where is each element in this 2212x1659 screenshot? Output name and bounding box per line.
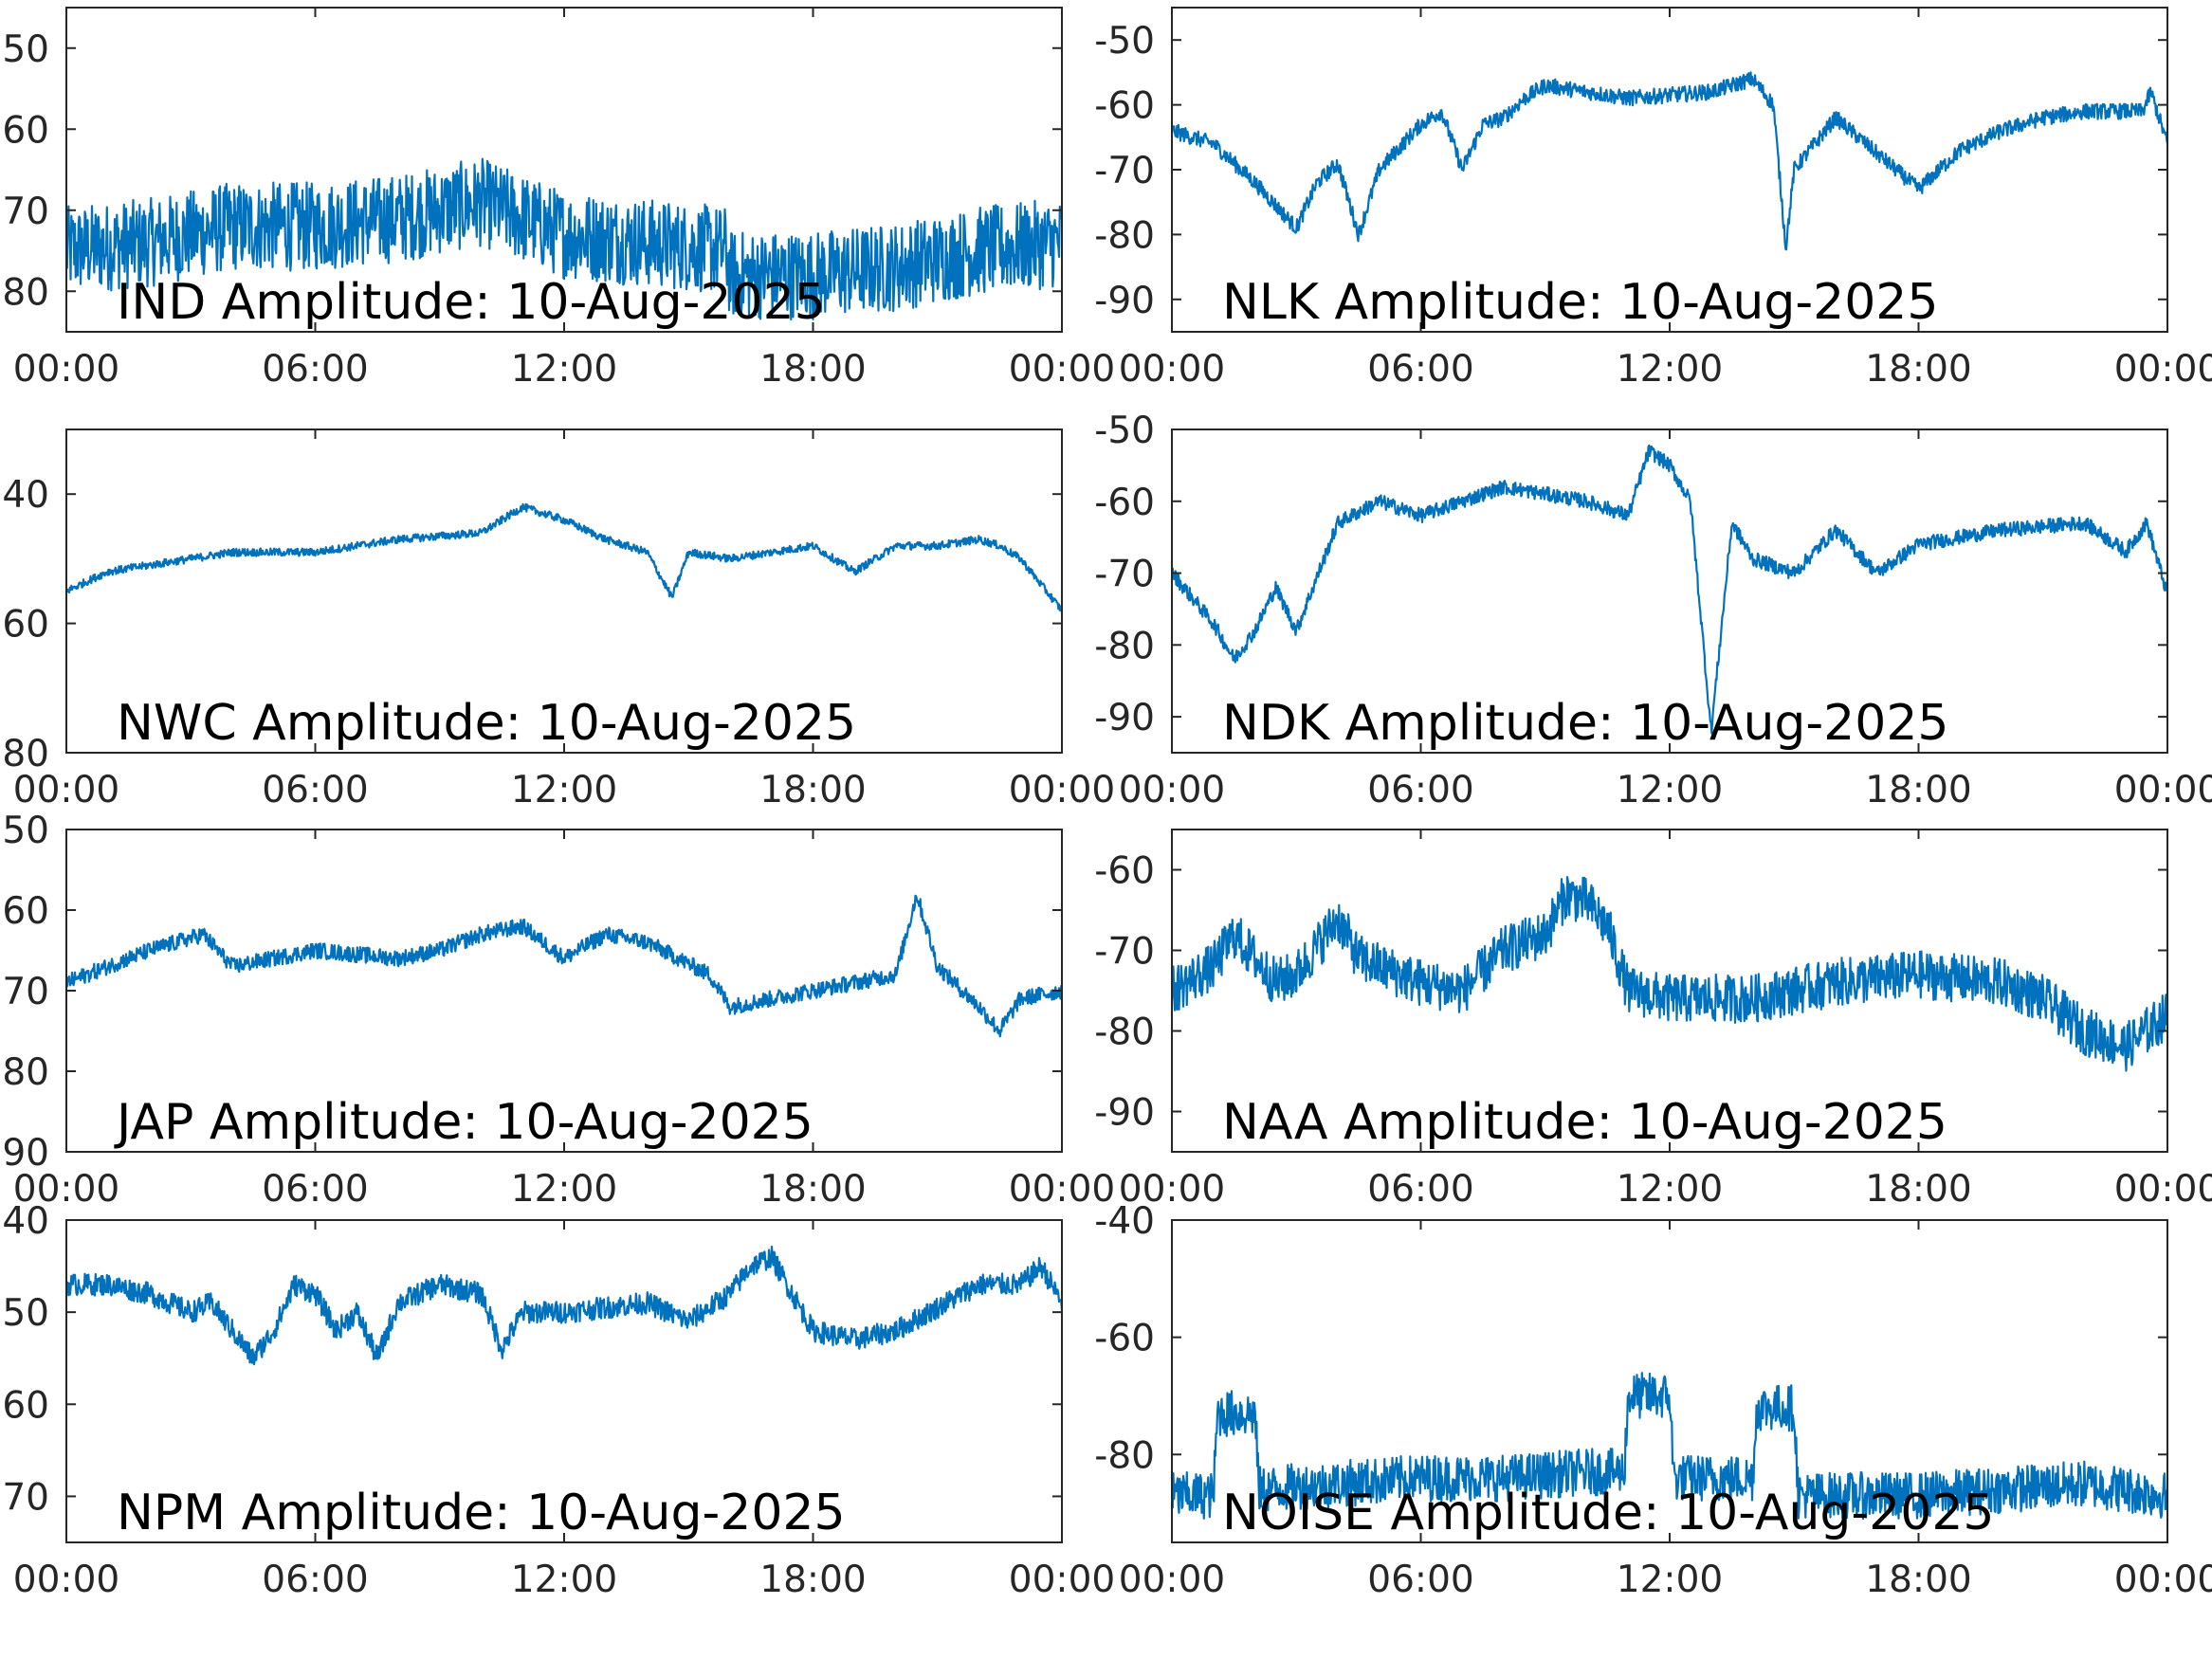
panel-nlk: 00:00 06:00 12:00 18:00 00:00 -50 -60 -70 -80 -90… [1094, 7, 2212, 391]
x-tick-label: 18:00 [1865, 1559, 1971, 1601]
x-tick-label: 18:00 [759, 1168, 866, 1211]
series-line-nwc [66, 502, 1062, 613]
series-line-nlk [1172, 71, 2167, 251]
x-tick-label: 00:00 [1009, 1168, 1115, 1211]
x-tick-label: 06:00 [1367, 769, 1473, 811]
y-tick-label: -80 [1094, 1434, 1155, 1477]
y-tick-label: 70 [2, 191, 49, 233]
x-tick-label: 18:00 [1865, 1168, 1971, 1211]
y-tick-label: -80 [1094, 625, 1155, 667]
y-tick-label: -90 [1094, 280, 1155, 322]
y-tick-label: -70 [1094, 554, 1155, 596]
y-tick-label: 60 [2, 109, 49, 152]
y-tick-label: 90 [2, 1132, 49, 1175]
y-tick-label: 50 [2, 1292, 49, 1335]
y-tick-label: 60 [2, 604, 49, 647]
y-tick-label: -60 [1094, 1318, 1155, 1360]
x-tick-label: 00:00 [1119, 769, 1225, 811]
x-tick-label: 00:00 [2114, 348, 2212, 391]
panel-title-npm: NPM Amplitude: 10-Aug-2025 [117, 1485, 846, 1541]
x-tick-label: 00:00 [2114, 1168, 2212, 1211]
y-tick-label: -90 [1094, 697, 1155, 739]
y-tick-label: 50 [2, 810, 49, 852]
y-tick-label: -40 [1094, 1200, 1155, 1243]
y-tick-label: 80 [2, 733, 49, 775]
x-tick-label: 12:00 [511, 348, 617, 391]
x-tick-label: 12:00 [1617, 348, 1723, 391]
y-tick-label: -70 [1094, 931, 1155, 974]
y-tick-label: -60 [1094, 85, 1155, 128]
series-line-noise [1172, 1372, 2167, 1521]
y-tick-label: -60 [1094, 850, 1155, 893]
x-tick-label: 00:00 [2114, 769, 2212, 811]
panel-title-nwc: NWC Amplitude: 10-Aug-2025 [117, 695, 856, 752]
x-tick-label: 12:00 [511, 1559, 617, 1601]
x-tick-label: 00:00 [1009, 769, 1115, 811]
y-tick-label: -50 [1094, 410, 1155, 452]
y-tick-label: 60 [2, 1384, 49, 1427]
panel-jap: 00:00 06:00 12:00 18:00 00:00 50 60 70 80 90 JAP A… [2, 810, 1115, 1211]
x-tick-label: 06:00 [262, 348, 368, 391]
series-line-ind [66, 157, 1062, 321]
x-tick-label: 12:00 [1617, 1559, 1723, 1601]
x-tick-label: 18:00 [1865, 769, 1971, 811]
y-tick-label: 60 [2, 890, 49, 933]
x-tick-label: 18:00 [759, 769, 866, 811]
y-tick-label: -60 [1094, 482, 1155, 524]
x-tick-label: 00:00 [1009, 1559, 1115, 1601]
series-line-jap [66, 894, 1062, 1038]
panel-title-jap: JAP Amplitude: 10-Aug-2025 [114, 1094, 814, 1151]
panel-npm: 00:00 06:00 12:00 18:00 00:00 40 50 60 70 NPM Amp… [2, 1200, 1115, 1601]
y-tick-label: 40 [2, 474, 49, 517]
x-tick-label: 18:00 [1865, 348, 1971, 391]
x-tick-label: 00:00 [1119, 348, 1225, 391]
x-tick-label: 00:00 [2114, 1559, 2212, 1601]
x-tick-label: 12:00 [1617, 1168, 1723, 1211]
x-tick-label: 06:00 [1367, 348, 1473, 391]
x-tick-label: 00:00 [1009, 348, 1115, 391]
y-tick-label: -90 [1094, 1092, 1155, 1135]
y-tick-label: -80 [1094, 1012, 1155, 1054]
y-tick-label: -80 [1094, 214, 1155, 257]
panel-title-noise: NOISE Amplitude: 10-Aug-2025 [1222, 1485, 1995, 1541]
y-tick-label: -50 [1094, 20, 1155, 63]
series-line-npm [66, 1245, 1062, 1366]
series-line-ndk [1172, 444, 2167, 735]
x-tick-label: 00:00 [1119, 1559, 1225, 1601]
y-tick-label: -70 [1094, 150, 1155, 192]
x-tick-label: 12:00 [1617, 769, 1723, 811]
y-tick-label: 80 [2, 271, 49, 314]
x-tick-label: 06:00 [1367, 1559, 1473, 1601]
x-tick-label: 00:00 [1119, 1168, 1225, 1211]
x-tick-label: 00:00 [13, 348, 119, 391]
panel-title-naa: NAA Amplitude: 10-Aug-2025 [1222, 1094, 1947, 1151]
x-tick-label: 06:00 [262, 1559, 368, 1601]
x-tick-label: 12:00 [511, 769, 617, 811]
x-tick-label: 18:00 [759, 348, 866, 391]
x-tick-label: 00:00 [13, 1168, 119, 1211]
panel-nwc: 00:00 06:00 12:00 18:00 00:00 40 60 80 NWC Ampli… [2, 428, 1115, 811]
x-tick-label: 00:00 [13, 769, 119, 811]
series-line-naa [1172, 876, 2167, 1072]
y-tick-label: 50 [2, 28, 49, 71]
x-tick-label: 18:00 [759, 1559, 866, 1601]
y-tick-label: 70 [2, 1476, 49, 1519]
panel-ndk: 00:00 06:00 12:00 18:00 00:00 -50 -60 -70 -80 -90… [1094, 410, 2212, 811]
panel-ind: 00:00 06:00 12:00 18:00 00:00 50 60 70 80 IND Amp… [2, 7, 1115, 391]
panel-title-ndk: NDK Amplitude: 10-Aug-2025 [1222, 695, 1949, 752]
x-tick-label: 12:00 [511, 1168, 617, 1211]
y-tick-label: 40 [2, 1200, 49, 1243]
panel-title-ind: IND Amplitude: 10-Aug-2025 [117, 274, 826, 331]
x-tick-label: 06:00 [1367, 1168, 1473, 1211]
x-tick-label: 06:00 [262, 1168, 368, 1211]
panel-naa: 00:00 06:00 12:00 18:00 00:00 -60 -70 -80 -90 NAA… [1094, 829, 2212, 1211]
y-tick-label: 80 [2, 1051, 49, 1094]
panel-title-nlk: NLK Amplitude: 10-Aug-2025 [1222, 274, 1938, 331]
panel-noise: 00:00 06:00 12:00 18:00 00:00 -40 -60 -80 NOISE … [1094, 1200, 2212, 1601]
x-tick-label: 06:00 [262, 769, 368, 811]
y-tick-label: 70 [2, 971, 49, 1013]
x-tick-label: 00:00 [13, 1559, 119, 1601]
